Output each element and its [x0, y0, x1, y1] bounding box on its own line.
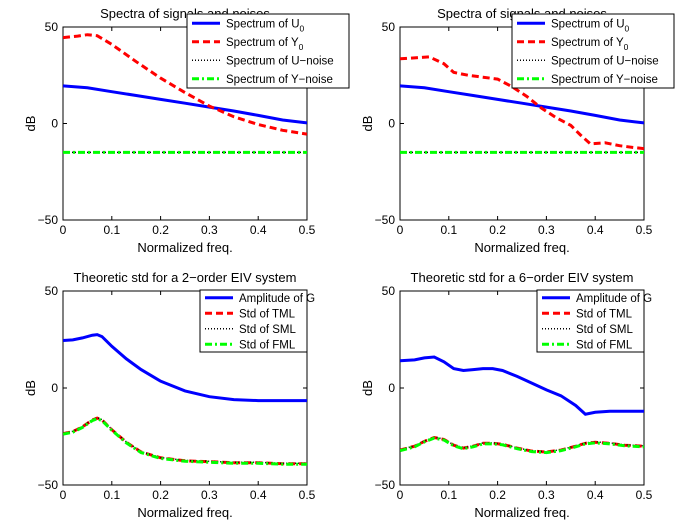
y-axis-label: dB [360, 116, 375, 132]
series-line-2 [400, 55, 644, 151]
legend-label: Spectrum of Y−noise [226, 74, 333, 86]
y-tick-label: 50 [45, 284, 59, 298]
y-axis-label: dB [360, 380, 375, 396]
legend-label: Std of FML [239, 339, 296, 351]
legend: Amplitude of G Std of TML Std of SML Std of… [199, 289, 315, 353]
x-tick-label: 0 [397, 223, 404, 237]
legend: Spectrum of U0 Spectrum of Y0 Spectrum of … [511, 13, 675, 89]
series-line-1 [63, 84, 307, 125]
y-tick-label: −50 [375, 213, 396, 227]
y-axis-label: dB [23, 116, 38, 132]
y-tick-label: 0 [388, 117, 395, 131]
series-line-1 [400, 84, 644, 125]
x-tick-label: 0.3 [538, 488, 555, 502]
legend-box [536, 289, 645, 353]
series-line-1 [63, 333, 307, 403]
x-tick-label: 0.5 [636, 488, 653, 502]
x-tick-label: 0 [60, 223, 67, 237]
chart-title: Theoretic std for a 2−order EIV system [74, 270, 297, 285]
chart-title: Theoretic std for a 6−order EIV system [411, 270, 634, 285]
x-tick-label: 0.3 [201, 488, 218, 502]
legend-label: Amplitude of G [576, 293, 652, 305]
legend-label: Std of SML [576, 324, 633, 336]
x-tick-label: 0 [397, 488, 404, 502]
legend-label: Spectrum of Y0 [551, 37, 629, 52]
y-tick-label: −50 [38, 213, 59, 227]
x-tick-label: 0.1 [440, 488, 457, 502]
legend-label: Spectrum of Y0 [226, 37, 304, 52]
legend: Spectrum of U0 Spectrum of Y0 Spectrum of … [186, 13, 350, 89]
x-tick-label: 0.2 [489, 488, 506, 502]
x-tick-label: 0.1 [103, 223, 120, 237]
legend-box [186, 13, 350, 89]
legend-label: Spectrum of U0 [551, 18, 630, 33]
x-tick-label: 0.1 [103, 488, 120, 502]
y-tick-label: 0 [51, 381, 58, 395]
x-axis-label: Normalized freq. [474, 240, 569, 255]
x-tick-label: 0.4 [587, 488, 604, 502]
y-tick-label: −50 [375, 478, 396, 492]
x-tick-label: 0.3 [201, 223, 218, 237]
legend-label: Spectrum of U−noise [226, 55, 334, 67]
y-tick-label: 0 [51, 117, 58, 131]
x-tick-label: 0.4 [250, 488, 267, 502]
x-tick-label: 0.2 [152, 223, 169, 237]
x-tick-label: 0.3 [538, 223, 555, 237]
legend-box [511, 13, 675, 89]
x-tick-label: 0.5 [299, 223, 316, 237]
x-axis-label: Normalized freq. [137, 505, 232, 520]
legend-label: Std of FML [576, 339, 633, 351]
legend-label: Std of TML [576, 308, 633, 320]
y-tick-label: 50 [382, 20, 396, 34]
x-tick-label: 0.5 [299, 488, 316, 502]
x-tick-label: 0.5 [636, 223, 653, 237]
series-line-3 [400, 436, 644, 453]
x-tick-label: 0.2 [489, 223, 506, 237]
legend-label: Spectrum of U0 [226, 18, 305, 33]
x-tick-label: 0.1 [440, 223, 457, 237]
x-axis-label: Normalized freq. [474, 505, 569, 520]
x-tick-label: 0.4 [587, 223, 604, 237]
legend-label: Spectrum of U−noise [551, 55, 659, 67]
y-axis-label: dB [23, 380, 38, 396]
legend-box [199, 289, 308, 353]
series-line-2 [63, 33, 307, 136]
legend: Amplitude of G Std of TML Std of SML Std of… [536, 289, 652, 353]
x-tick-label: 0.4 [250, 223, 267, 237]
series-line-4 [400, 436, 644, 455]
y-tick-label: 50 [45, 20, 59, 34]
y-tick-label: 50 [382, 284, 396, 298]
legend-label: Std of SML [239, 324, 296, 336]
legend-label: Std of TML [239, 308, 296, 320]
legend-label: Amplitude of G [239, 293, 315, 305]
series-line-4 [63, 417, 307, 466]
series-line-1 [400, 355, 644, 416]
legend-label: Spectrum of Y−noise [551, 74, 658, 86]
x-tick-label: 0.2 [152, 488, 169, 502]
x-axis-label: Normalized freq. [137, 240, 232, 255]
y-tick-label: 0 [388, 381, 395, 395]
y-tick-label: −50 [38, 478, 59, 492]
x-tick-label: 0 [60, 488, 67, 502]
